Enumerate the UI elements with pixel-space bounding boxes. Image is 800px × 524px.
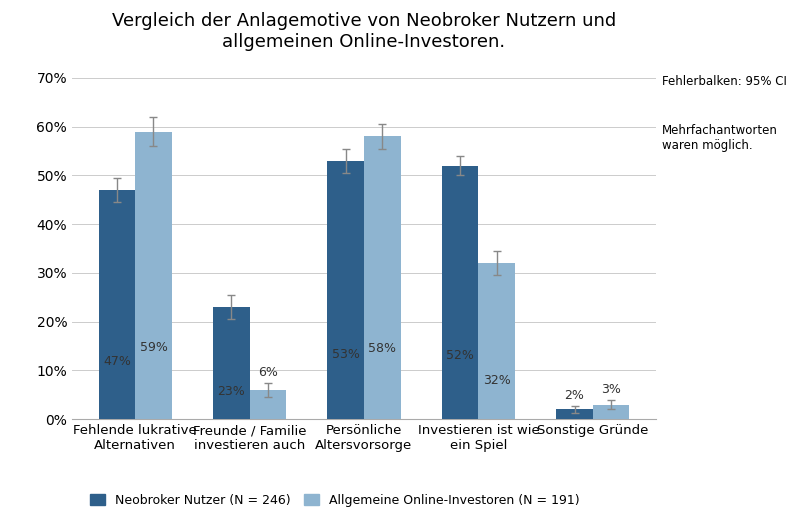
Text: 23%: 23% xyxy=(218,385,245,398)
Text: 53%: 53% xyxy=(332,348,360,361)
Bar xyxy=(250,390,286,419)
Text: 47%: 47% xyxy=(103,355,130,368)
Text: 52%: 52% xyxy=(446,350,474,362)
Bar xyxy=(327,161,364,419)
Bar xyxy=(135,132,172,419)
Text: Fehlerbalken: 95% CI: Fehlerbalken: 95% CI xyxy=(662,75,786,88)
Bar xyxy=(556,409,593,419)
Bar xyxy=(593,405,630,419)
Title: Vergleich der Anlagemotive von Neobroker Nutzern und
allgemeinen Online-Investor: Vergleich der Anlagemotive von Neobroker… xyxy=(112,13,616,51)
Text: 6%: 6% xyxy=(258,366,278,379)
Text: 32%: 32% xyxy=(483,374,510,387)
Text: 58%: 58% xyxy=(368,342,396,355)
Bar xyxy=(442,166,478,419)
Bar xyxy=(98,190,135,419)
Text: 3%: 3% xyxy=(602,383,621,396)
Bar xyxy=(364,136,401,419)
Legend: Neobroker Nutzer (N = 246), Allgemeine Online-Investoren (N = 191): Neobroker Nutzer (N = 246), Allgemeine O… xyxy=(86,489,584,511)
Bar xyxy=(478,263,515,419)
Text: 59%: 59% xyxy=(139,341,167,354)
Bar xyxy=(213,307,250,419)
Text: Mehrfachantworten
waren möglich.: Mehrfachantworten waren möglich. xyxy=(662,124,778,152)
Text: 2%: 2% xyxy=(565,389,585,401)
